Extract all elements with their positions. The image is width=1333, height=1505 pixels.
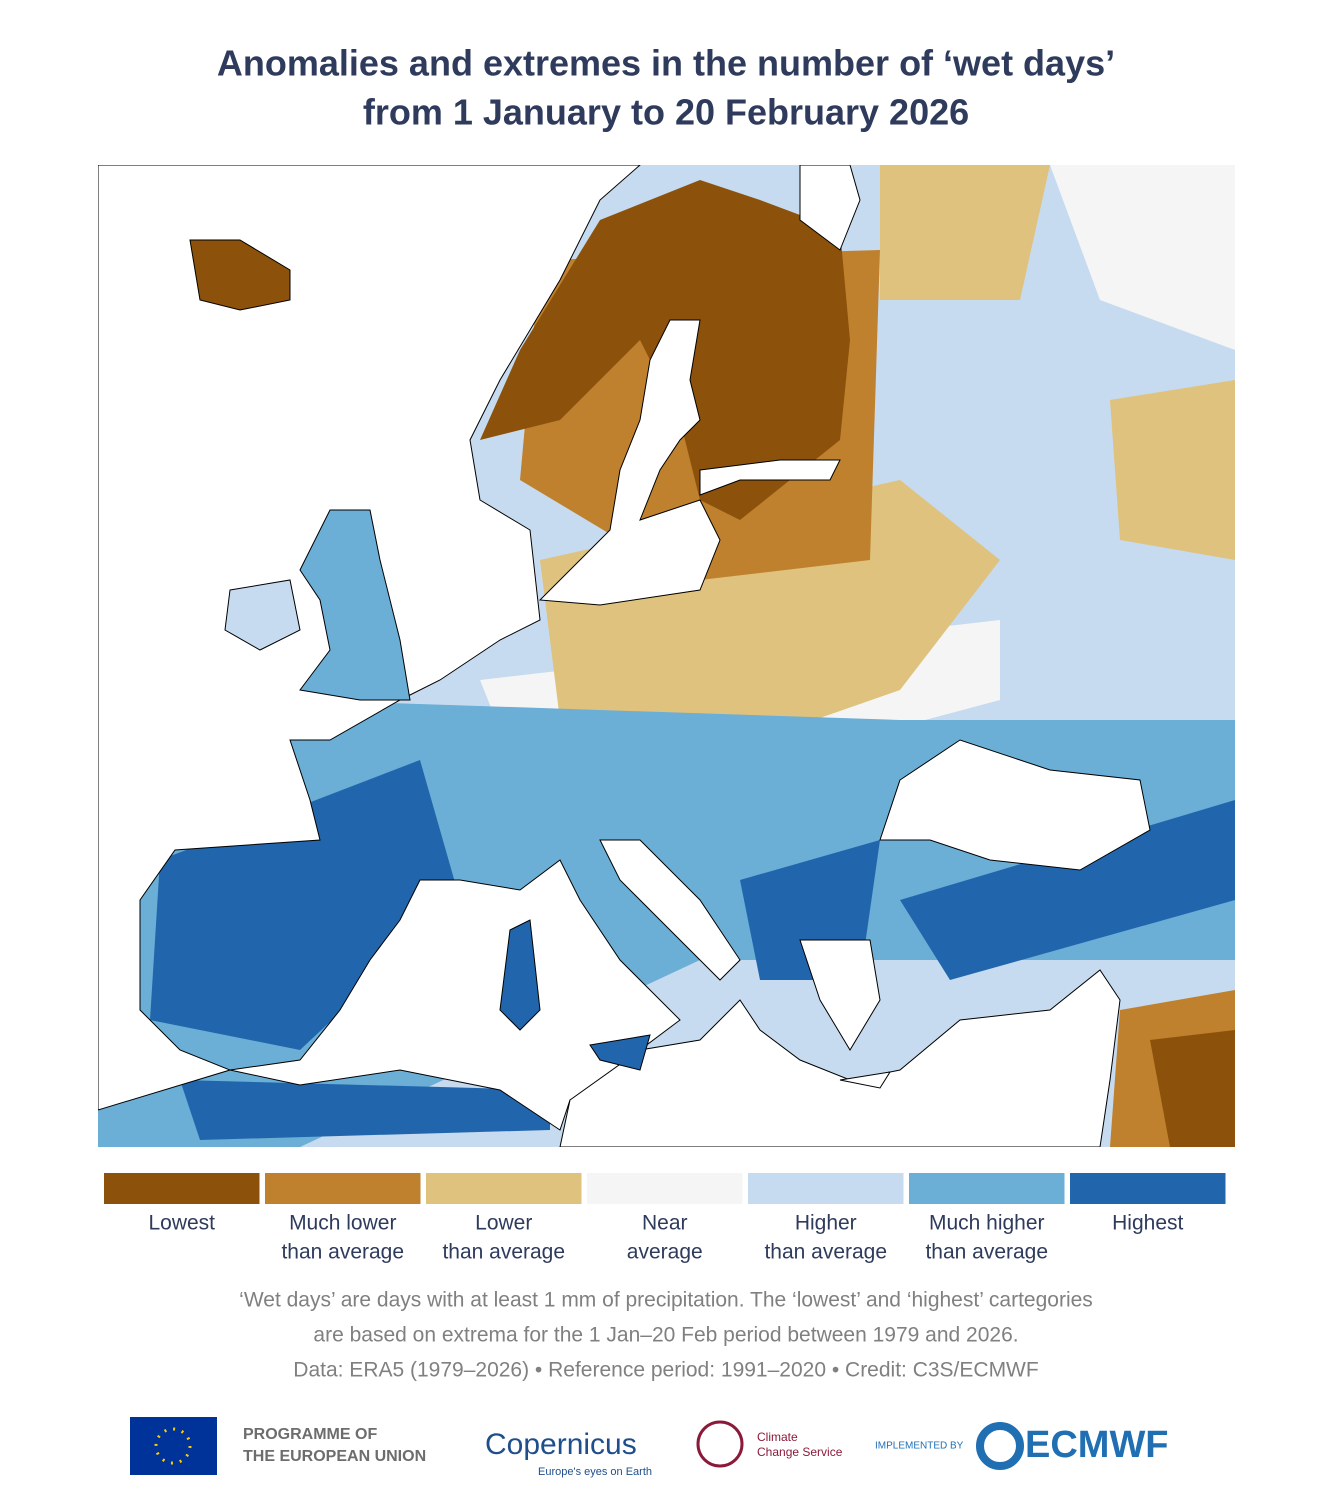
note: Data: ERA5 (1979–2026) • Reference perio…	[293, 1359, 1038, 1382]
logo-text: Europe's eyes on Earth	[538, 1466, 652, 1478]
legend-swatch	[265, 1173, 421, 1204]
legend-label: Lowest	[148, 1212, 215, 1235]
title-line: Anomalies and extremes in the number of …	[217, 43, 1115, 84]
legend-label: Highest	[1112, 1212, 1183, 1235]
legend-swatch	[1070, 1173, 1226, 1204]
logo-text: THE EUROPEAN UNION	[243, 1448, 426, 1465]
legend-label: average	[627, 1241, 703, 1264]
legend-label: Much lower	[289, 1212, 396, 1235]
legend-swatch	[104, 1173, 260, 1204]
logo-text: Climate	[757, 1430, 798, 1444]
legend-label: than average	[281, 1241, 404, 1264]
legend-label: Lower	[475, 1212, 532, 1235]
note: are based on extrema for the 1 Jan–20 Fe…	[313, 1324, 1018, 1347]
legend-label: than average	[925, 1241, 1048, 1264]
legend-label: Near	[642, 1212, 688, 1235]
eu-logo: PROGRAMME OF THE EUROPEAN UNION	[130, 1417, 426, 1475]
logo-text: Change Service	[757, 1445, 843, 1459]
c3s-icon	[696, 1420, 744, 1468]
map	[98, 165, 1235, 1147]
legend-label: than average	[442, 1241, 565, 1264]
c3s-logo: Climate Change Service	[696, 1420, 843, 1468]
eu-flag	[130, 1417, 217, 1475]
title-line: from 1 January to 20 February 2026	[363, 92, 969, 133]
eu-stars	[154, 1427, 192, 1465]
ecmwf-logo: IMPLEMENTED BY ECMWF	[875, 1422, 1169, 1470]
copernicus-logo: Copernicus Europe's eyes on Earth	[485, 1428, 652, 1478]
legend-swatch	[748, 1173, 904, 1204]
ecmwf-icon	[976, 1422, 1024, 1470]
legend-swatch	[587, 1173, 743, 1204]
logo-text: Copernicus	[485, 1428, 637, 1461]
legend-swatch	[909, 1173, 1065, 1204]
note: ‘Wet days’ are days with at least 1 mm o…	[239, 1289, 1093, 1312]
logo-text: PROGRAMME OF	[243, 1426, 377, 1443]
legend-label: Much higher	[929, 1212, 1045, 1235]
logo-text: ECMWF	[1025, 1424, 1169, 1466]
legend-label: Higher	[795, 1212, 857, 1235]
legend-label: than average	[764, 1241, 887, 1264]
legend: Lowest Much lower than average Lower than av…	[104, 1173, 1226, 1264]
legend-swatch	[426, 1173, 582, 1204]
logo-text: IMPLEMENTED BY	[875, 1441, 964, 1452]
